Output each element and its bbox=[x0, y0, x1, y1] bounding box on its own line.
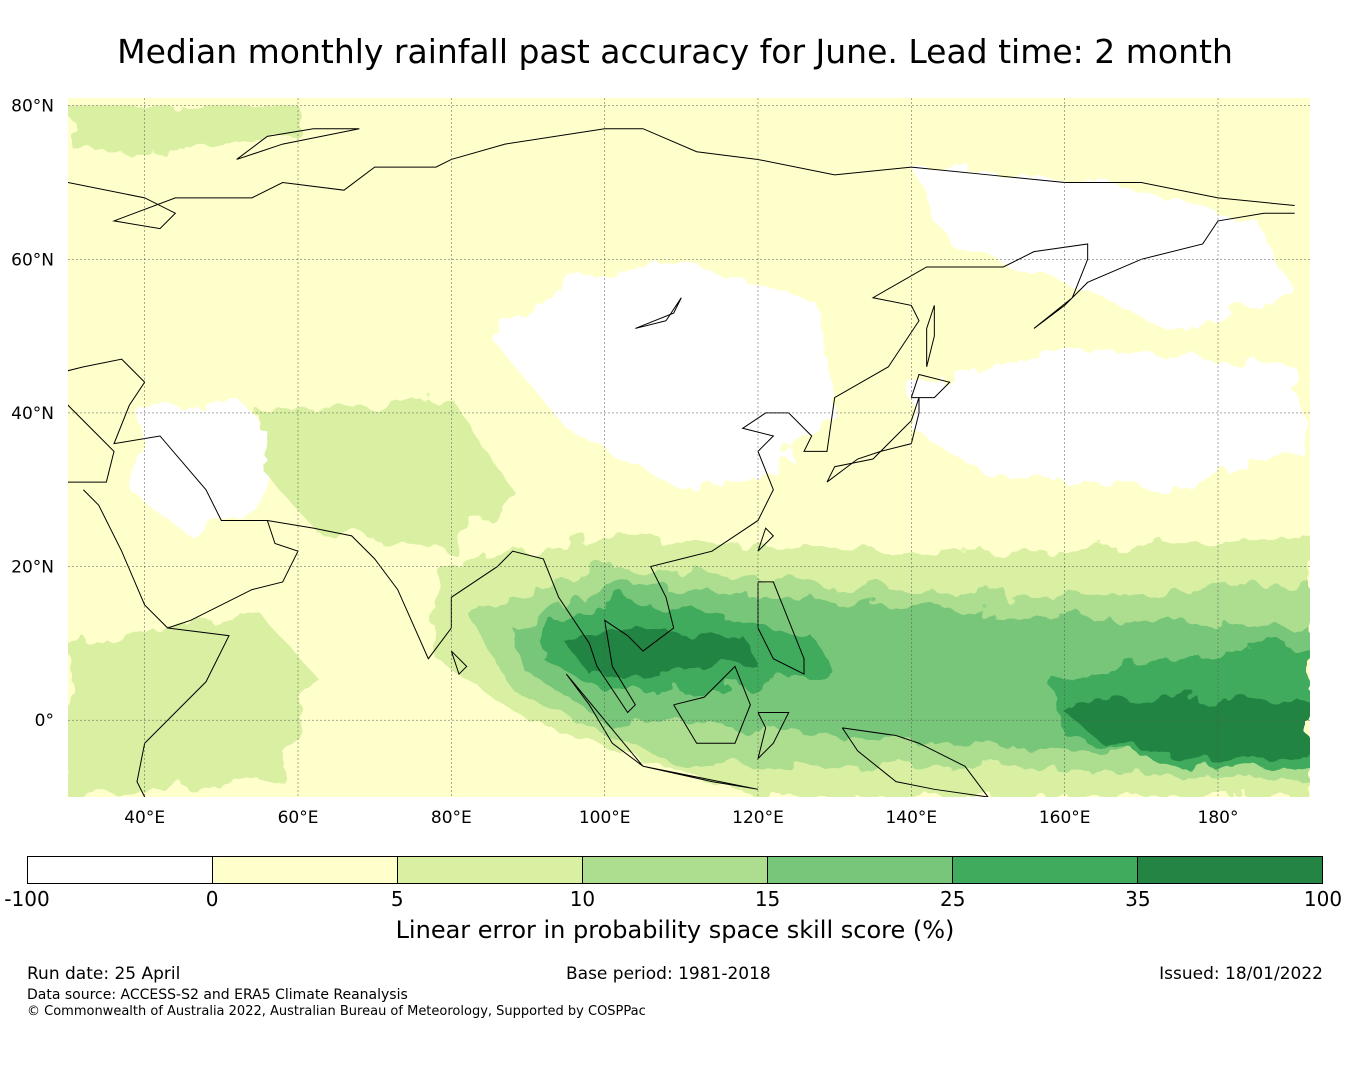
longitude-label: 40°E bbox=[124, 808, 165, 828]
skill-region-5 bbox=[259, 397, 513, 552]
longitude-label: 120°E bbox=[732, 808, 784, 828]
skill-region-white bbox=[911, 351, 1310, 490]
latitude-label: 20°N bbox=[11, 558, 54, 578]
colorbar-segment bbox=[1138, 857, 1322, 883]
longitude-label: 160°E bbox=[1039, 808, 1091, 828]
coastline bbox=[841, 727, 989, 797]
longitude-label: 80°E bbox=[431, 808, 472, 828]
rainfall-skill-map: 80°N 60°N 40°N 20°N 0° 40°E 60°E 80°E 100°E 120°… bbox=[11, 97, 1310, 828]
colorbar-segment bbox=[398, 857, 583, 883]
coastline bbox=[757, 712, 790, 761]
coastline bbox=[267, 212, 1295, 714]
skill-region-35 bbox=[566, 628, 758, 675]
skill-region-5 bbox=[68, 612, 314, 797]
coastline bbox=[635, 297, 682, 329]
coastline bbox=[565, 673, 644, 767]
skill-region-white bbox=[489, 259, 835, 490]
colorbar-segment bbox=[768, 857, 953, 883]
colorbar-tick-label: 25 bbox=[939, 887, 966, 911]
skill-region-white bbox=[911, 167, 1295, 337]
latitude-label: 40°N bbox=[11, 404, 54, 424]
colorbar-label: Linear error in probability space skill … bbox=[395, 916, 955, 944]
colorbar-tick-label: 5 bbox=[390, 887, 404, 911]
longitude-label: 180° bbox=[1198, 808, 1239, 828]
latitude-label: 60°N bbox=[11, 250, 54, 270]
map-title: Median monthly rainfall past accuracy fo… bbox=[117, 32, 1233, 71]
coastline bbox=[450, 650, 468, 676]
colorbar-tick-label: 15 bbox=[754, 887, 781, 911]
skill-region-5 bbox=[68, 105, 298, 152]
latitude-label: 0° bbox=[35, 711, 54, 731]
data-source: Data source: ACCESS-S2 and ERA5 Climate … bbox=[27, 987, 408, 1003]
coastline bbox=[757, 581, 805, 675]
colorbar-segment bbox=[28, 857, 213, 883]
copyright: © Commonwealth of Australia 2022, Austra… bbox=[27, 1004, 646, 1019]
coastline bbox=[68, 128, 1295, 230]
skill-region-35 bbox=[1064, 697, 1310, 759]
coastline bbox=[642, 765, 759, 790]
coastline bbox=[673, 665, 751, 744]
colorbar-tick-label: 0 bbox=[205, 887, 219, 911]
coastline bbox=[757, 527, 775, 552]
longitude-label: 60°E bbox=[278, 808, 319, 828]
longitude-label: 140°E bbox=[885, 808, 937, 828]
run-date: Run date: 25 April bbox=[27, 964, 181, 984]
latitude-label: 80°N bbox=[11, 97, 54, 117]
coastline bbox=[826, 397, 920, 483]
colorbar-tick-label: 100 bbox=[1303, 887, 1343, 911]
coastline bbox=[236, 128, 360, 160]
colorbar-segment bbox=[953, 857, 1138, 883]
coastline bbox=[136, 627, 230, 797]
longitude-label: 100°E bbox=[579, 808, 631, 828]
colorbar-tick-label: -100 bbox=[4, 887, 50, 911]
colorbar bbox=[27, 856, 1323, 884]
colorbar-tick-label: 35 bbox=[1125, 887, 1151, 911]
colorbar-segment bbox=[583, 857, 768, 883]
colorbar-segment bbox=[213, 857, 398, 883]
base-period: Base period: 1981-2018 bbox=[566, 964, 771, 984]
colorbar-tick-label: 10 bbox=[569, 887, 596, 911]
coastline bbox=[910, 373, 951, 399]
skill-region-white bbox=[129, 397, 283, 536]
coastline bbox=[926, 305, 935, 367]
issued-date: Issued: 18/01/2022 bbox=[1159, 964, 1323, 984]
